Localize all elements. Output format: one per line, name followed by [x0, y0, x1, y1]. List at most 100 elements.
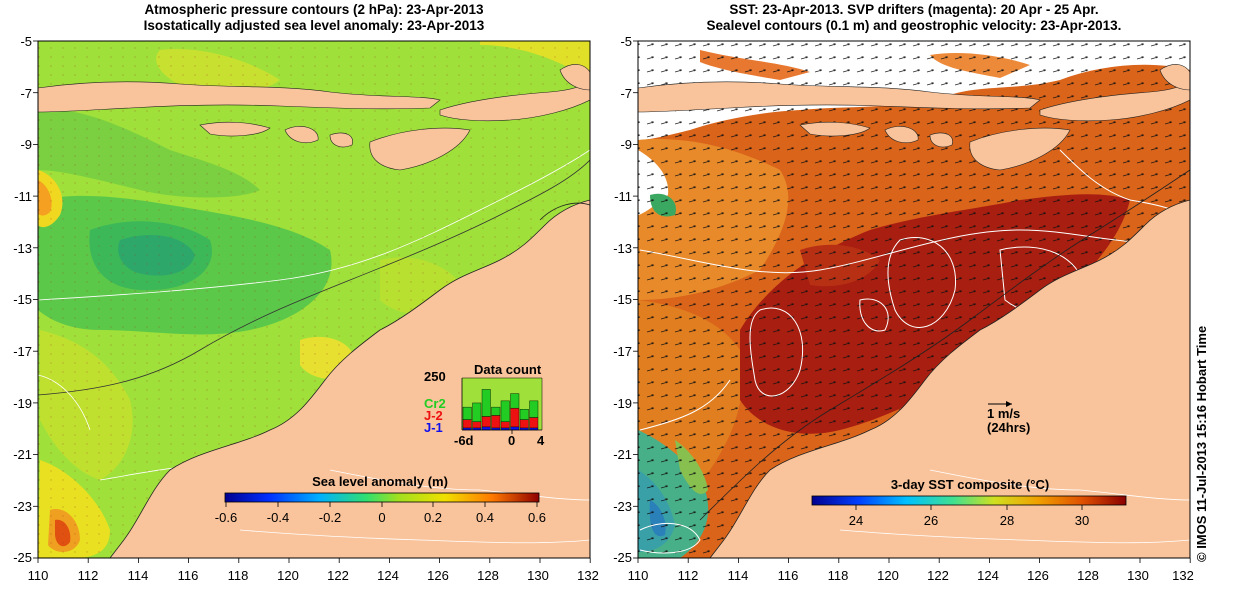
colorbar-tick-label: -0.2: [318, 510, 342, 525]
x-tick-label: 128: [477, 568, 499, 583]
x-tick-label: 130: [527, 568, 549, 583]
x-tick-label: 110: [27, 568, 49, 583]
y-tick-label: -21: [13, 447, 32, 462]
velocity-scale-arrow: [988, 401, 1012, 407]
histogram-bar-green: [500, 400, 510, 422]
colorbar-tick-label: -0.4: [266, 510, 290, 525]
y-tick-label: -11: [14, 189, 32, 204]
y-tick-label: -7: [20, 86, 32, 101]
x-tick-label: 128: [1077, 568, 1099, 583]
x-tick-label: 122: [327, 568, 349, 583]
y-tick-label: -15: [613, 292, 632, 307]
sst-colorbar-title: 3-day SST composite (°C): [890, 477, 1050, 492]
colorbar-tick-label: 26: [923, 513, 939, 528]
y-tick-label: -13: [13, 241, 32, 256]
velocity-scale-label: 1 m/s: [987, 406, 1021, 421]
y-tick-label: -15: [13, 292, 32, 307]
histogram-bar-red: [519, 419, 529, 429]
inset-title: Data count: [474, 362, 542, 377]
x-tick-label: 114: [127, 568, 149, 583]
y-tick-label: -5: [620, 34, 632, 49]
velocity-scale-sublabel: (24hrs): [987, 420, 1031, 435]
x-tick-label: 132: [577, 568, 599, 583]
y-tick-label: -23: [13, 499, 32, 514]
x-tick-label: 130: [1127, 568, 1149, 583]
x-tick-label: 114: [727, 568, 749, 583]
histogram-bar-green: [472, 402, 482, 422]
histogram-bar-red: [500, 421, 510, 429]
inset-xtick-label: 4: [537, 433, 545, 448]
y-tick-label: -23: [613, 499, 632, 514]
y-tick-label: -7: [620, 86, 632, 101]
histogram-bar-green: [519, 409, 529, 420]
y-tick-label: -9: [620, 137, 632, 152]
inset-xtick-label: 0: [508, 433, 516, 448]
histogram-bar-green: [462, 406, 472, 420]
x-tick-label: 118: [827, 568, 849, 583]
inset-legend-j2: J-2: [424, 408, 443, 423]
sla-colorbar-title: Sea level anomaly (m): [312, 474, 448, 489]
y-tick-label: -11: [614, 189, 632, 204]
imos-credit: © IMOS 11-Jul-2013 15:16 Hobart Time: [1194, 325, 1209, 562]
sla-colorbar: [224, 492, 540, 503]
histogram-bar-red: [529, 417, 539, 429]
australia-landmass-right: [709, 199, 1190, 558]
colorbar-tick-label: 30: [1074, 513, 1090, 528]
histogram-bar-green: [481, 389, 491, 417]
histogram-bar-green: [510, 393, 520, 409]
x-tick-label: 118: [227, 568, 249, 583]
y-tick-label: -17: [13, 344, 32, 359]
australia-landmass-left: [109, 199, 590, 558]
x-tick-label: 116: [777, 568, 799, 583]
y-tick-label: -17: [613, 344, 632, 359]
colorbar-tick-label: 0.2: [423, 510, 443, 525]
x-tick-label: 110: [627, 568, 649, 583]
right-title-line1: SST: 23-Apr-2013. SVP drifters (magenta)…: [729, 2, 1099, 17]
colorbar-tick-label: 28: [999, 513, 1015, 528]
inset-legend-cr2: Cr2: [424, 396, 446, 411]
island-chain-left: [38, 64, 590, 171]
colorbar-tick-label: -0.6: [214, 510, 238, 525]
left-title-line2: Isostatically adjusted sea level anomaly…: [143, 18, 485, 33]
colorbar-tick-label: 0.4: [475, 510, 495, 525]
inset-xtick-label: -6d: [454, 433, 474, 448]
y-tick-label: -9: [20, 137, 32, 152]
x-tick-label: 126: [1027, 568, 1049, 583]
x-tick-label: 126: [427, 568, 449, 583]
histogram-bar-red: [472, 421, 482, 429]
x-tick-label: 116: [177, 568, 199, 583]
colorbar-tick-label: 0.6: [527, 510, 547, 525]
y-tick-label: -19: [13, 396, 32, 411]
sst-colorbar: [811, 495, 1127, 506]
island-chain-right: [638, 64, 1190, 171]
histogram-bar-green: [529, 400, 539, 418]
histogram-bar-green: [491, 406, 501, 416]
data-count-inset: [461, 377, 543, 434]
x-tick-label: 120: [277, 568, 299, 583]
histogram-bar-red: [462, 419, 472, 429]
histogram-bar-blue: [481, 426, 491, 431]
x-tick-label: 124: [977, 568, 999, 583]
x-tick-label: 132: [1172, 568, 1194, 583]
y-tick-label: -25: [613, 550, 632, 565]
inset-legend-j1: J-1: [424, 420, 443, 435]
y-tick-label: -13: [613, 241, 632, 256]
x-tick-label: 120: [877, 568, 899, 583]
colorbar-tick-label: 24: [848, 513, 864, 528]
y-tick-label: -25: [13, 550, 32, 565]
histogram-bar-red: [481, 416, 491, 428]
histogram-bar-red: [491, 415, 501, 429]
sla-map: [38, 41, 590, 558]
histogram-bar-blue: [510, 426, 520, 431]
inset-ymax-label: 250: [424, 369, 446, 384]
x-tick-label: 122: [927, 568, 949, 583]
left-title-line1: Atmospheric pressure contours (2 hPa): 2…: [144, 2, 484, 17]
x-tick-label: 124: [377, 568, 399, 583]
y-tick-label: -5: [20, 34, 32, 49]
right-title-line2: Sealevel contours (0.1 m) and geostrophi…: [706, 18, 1122, 33]
colorbar-tick-label: 0: [378, 510, 386, 525]
y-tick-label: -21: [613, 447, 632, 462]
x-tick-label: 112: [677, 568, 699, 583]
histogram-bar-red: [510, 407, 520, 428]
